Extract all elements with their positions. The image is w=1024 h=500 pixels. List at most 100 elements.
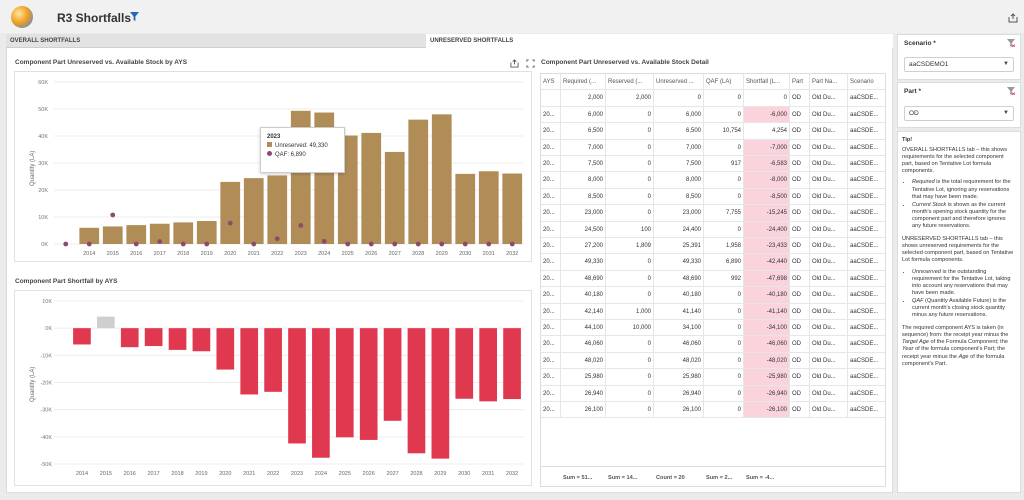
bar-shortfall (359, 328, 378, 440)
tip-text: of the formula component's Part. (902, 353, 1005, 367)
col-header-scenario[interactable]: Scenario (848, 74, 885, 90)
cell-part: OD (790, 254, 810, 270)
cell-qaf: 6,890 (704, 254, 744, 270)
cell-part: OD (790, 156, 810, 172)
cell-part-name: Old Du... (810, 238, 848, 254)
x-tick-label: 2019 (201, 251, 213, 257)
x-tick-label: 2026 (365, 251, 377, 257)
cell-qaf: 0 (704, 369, 744, 385)
cell-scenario: aaCSDE... (850, 374, 879, 381)
cell-qaf: 0 (704, 172, 744, 188)
share-icon[interactable] (1008, 13, 1018, 23)
table-row[interactable]: 20... 46,060 0 46,060 0 -46,060 OD Old Du... aaC… (541, 336, 885, 353)
table-row[interactable]: 20... 26,100 0 26,100 0 -26,100 OD Old Du... aaC… (541, 402, 885, 419)
cell-scenario: aaCSDE... (850, 193, 879, 200)
cell-required: 6,000 (561, 106, 606, 123)
col-header-unreserved[interactable]: Unreserved ... (654, 74, 704, 90)
table-row[interactable]: 20... 8,000 0 8,000 0 -8,000 OD Old Du... aaCSDE… (541, 172, 885, 189)
table-row[interactable]: 20... 27,200 1,809 25,391 1,958 -23,433 OD Old … (541, 238, 885, 255)
bar-shortfall (168, 328, 187, 350)
chart1-export-icon[interactable] (510, 59, 519, 70)
table-row[interactable]: 20... 6,000 0 6,000 0 -6,000 OD Old Du... aaCSDE… (541, 106, 885, 124)
cell-part: OD (790, 139, 810, 155)
cell-ays: 20... (541, 221, 561, 237)
bar-shortfall (335, 328, 354, 438)
bar-unreserved (361, 132, 382, 244)
col-header-part-name[interactable]: Part Na... (810, 74, 848, 90)
cell-reserved: 0 (606, 336, 654, 352)
cell-part-name: Old Du... (810, 270, 848, 287)
cell-part-name: Old Du... (810, 369, 848, 385)
app-logo-icon (11, 6, 33, 28)
x-tick-label: 2019 (195, 471, 207, 477)
col-header-ays[interactable]: AYS (541, 74, 561, 90)
y-tick-label: 30K (38, 161, 48, 167)
cell-unreserved: 48,020 (654, 352, 704, 369)
point-qaf (392, 241, 398, 247)
col-header-qaf[interactable]: QAF (LA) (704, 74, 744, 90)
tip-term: Target Age (902, 339, 929, 346)
bar-unreserved (431, 114, 452, 244)
table-row[interactable]: 2,000 2,000 0 0 0 OD Old Du... aaCSDE... (541, 90, 885, 107)
table-row[interactable]: 20... 7,000 0 7,000 0 -7,000 OD Old Du... aaCSDE… (541, 139, 885, 156)
cell-unreserved: 24,400 (654, 221, 704, 237)
col-header-reserved[interactable]: Reserved (... (606, 74, 654, 90)
x-tick-label: 2024 (315, 471, 327, 477)
bar-shortfall (144, 328, 163, 347)
tip-term: QAF (912, 297, 924, 304)
cell-ays: 20... (541, 303, 561, 319)
table-row[interactable]: 20... 7,500 0 7,500 917 -6,583 OD Old Du... aaCS… (541, 156, 885, 173)
tip-text: of the formula component's Part; the rec… (902, 346, 1006, 360)
cell-required: 49,330 (561, 254, 606, 270)
cell-reserved: 0 (606, 139, 654, 155)
table-row[interactable]: 20... 49,330 0 49,330 6,890 -42,440 OD Old Du..… (541, 254, 885, 271)
clear-filter-icon[interactable] (1007, 39, 1016, 48)
cell-part-name: Old Du... (810, 402, 848, 418)
cell-required: 26,940 (561, 385, 606, 401)
bar-shortfall (288, 328, 306, 444)
cell-required: 44,100 (561, 320, 606, 336)
table-row[interactable]: 20... 44,100 10,000 34,100 0 -34,100 OD Old Du.… (541, 320, 885, 337)
table-row[interactable]: 20... 23,000 0 23,000 7,755 -15,245 OD Old Du..… (541, 205, 885, 222)
col-header-required[interactable]: Required (... (561, 74, 606, 90)
tip-term: Age (958, 353, 969, 360)
part-select[interactable]: OD ▼ (904, 106, 1014, 121)
table-row[interactable]: 20... 40,180 0 40,180 0 -40,180 OD Old Du... aaC… (541, 287, 885, 304)
x-tick-label: 2020 (219, 471, 231, 477)
cell-scenario: aaCSDE... (850, 407, 879, 413)
col-header-shortfall[interactable]: Shortfall (L... (744, 74, 790, 90)
cell-required: 6,500 (561, 123, 606, 139)
cell-reserved: 0 (606, 188, 654, 205)
cell-part: OD (790, 221, 810, 237)
cell-shortfall: -34,100 (744, 320, 790, 336)
cell-shortfall: -46,060 (744, 336, 790, 352)
tab-unreserved-shortfalls[interactable]: UNRESERVED SHORTFALLS (426, 34, 893, 48)
scenario-select[interactable]: aaCSDEMO1 ▼ (904, 57, 1014, 72)
filter-icon[interactable] (130, 12, 140, 22)
table-row[interactable]: 20... 8,500 0 8,500 0 -8,500 OD Old Du... aaCSDE… (541, 188, 885, 206)
table-row[interactable]: 20... 48,690 0 48,690 992 -47,698 OD Old Du... a… (541, 270, 885, 288)
cell-scenario: aaCSDE... (850, 144, 879, 151)
clear-filter-icon[interactable] (1007, 87, 1016, 96)
table-row[interactable]: 20... 24,500 100 24,400 0 -24,400 OD Old Du... a… (541, 221, 885, 238)
tab-overall-shortfalls[interactable]: OVERALL SHORTFALLS (6, 34, 426, 48)
x-tick-label: 2031 (483, 251, 495, 257)
y-tick-label: 0K (41, 242, 48, 248)
table-row[interactable]: 20... 6,500 0 6,500 10,754 4,254 OD Old Du... aa… (541, 123, 885, 140)
col-header-part[interactable]: Part (790, 74, 810, 90)
table-row[interactable]: 20... 26,940 0 26,940 0 -26,940 OD Old Du... aaC… (541, 385, 885, 402)
cell-ays: 20... (541, 385, 561, 401)
table-row[interactable]: 20... 48,020 0 48,020 0 -48,020 OD Old Du... aaC… (541, 352, 885, 370)
expand-icon[interactable] (526, 59, 535, 70)
cell-shortfall: -48,020 (744, 352, 790, 369)
x-tick-label: 2026 (363, 471, 375, 477)
table-row[interactable]: 20... 25,980 0 25,980 0 -25,980 OD Old Du... aaC… (541, 369, 885, 386)
cell-part-name: Old Du... (810, 221, 848, 237)
cell-shortfall: -40,180 (744, 287, 790, 303)
x-tick-label: 2029 (436, 251, 448, 257)
tip-term: Year (902, 346, 914, 353)
cell-scenario: aaCSDE... (850, 308, 879, 315)
table-row[interactable]: 20... 42,140 1,000 41,140 0 -41,140 OD Old Du..… (541, 303, 885, 320)
cell-ays: 20... (541, 238, 561, 254)
x-tick-label: 2015 (107, 251, 119, 257)
